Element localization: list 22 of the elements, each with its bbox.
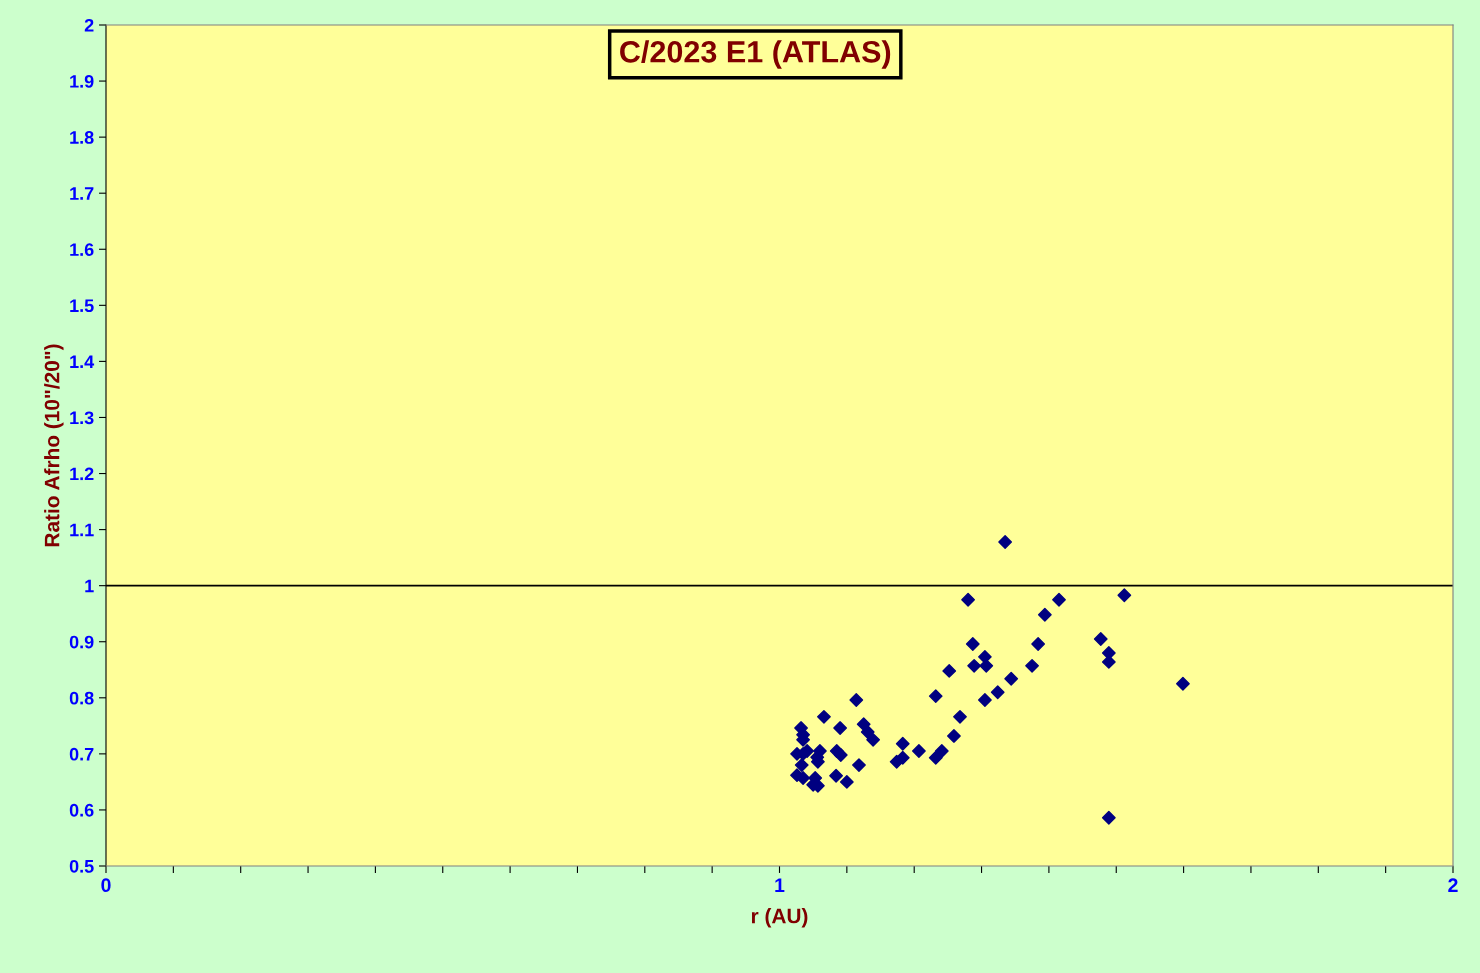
x-axis-title: r (AU): [751, 908, 808, 928]
y-tick-label: 1.3: [70, 411, 94, 425]
chart-title: C/2023 E1 (ATLAS): [620, 40, 891, 69]
x-tick-label: 0: [101, 878, 111, 893]
y-tick-label: 1.1: [70, 523, 94, 537]
y-tick-label: 1.8: [70, 131, 94, 144]
y-tick-label: 0.7: [69, 747, 94, 761]
y-axis-title: Ratio Afrho (10"/20"): [44, 344, 64, 547]
y-tick-label: 1.6: [70, 243, 94, 256]
y-tick-label: 1.9: [70, 75, 94, 88]
y-tick-label: 0.6: [69, 803, 94, 817]
x-tick-label: 1: [775, 878, 785, 892]
y-tick-label: 1: [85, 579, 94, 593]
y-tick-label: 0.8: [69, 691, 94, 705]
y-tick-label: 1.2: [70, 467, 94, 481]
x-tick-label: 2: [1448, 878, 1458, 892]
y-tick-label: 1.5: [70, 299, 94, 313]
y-tick-label: 0.9: [69, 635, 94, 649]
y-tick-label: 1.7: [70, 187, 94, 200]
y-tick-label: 0.5: [69, 859, 94, 873]
y-tick-label: 2: [84, 18, 94, 32]
y-tick-label: 1.4: [70, 355, 95, 368]
